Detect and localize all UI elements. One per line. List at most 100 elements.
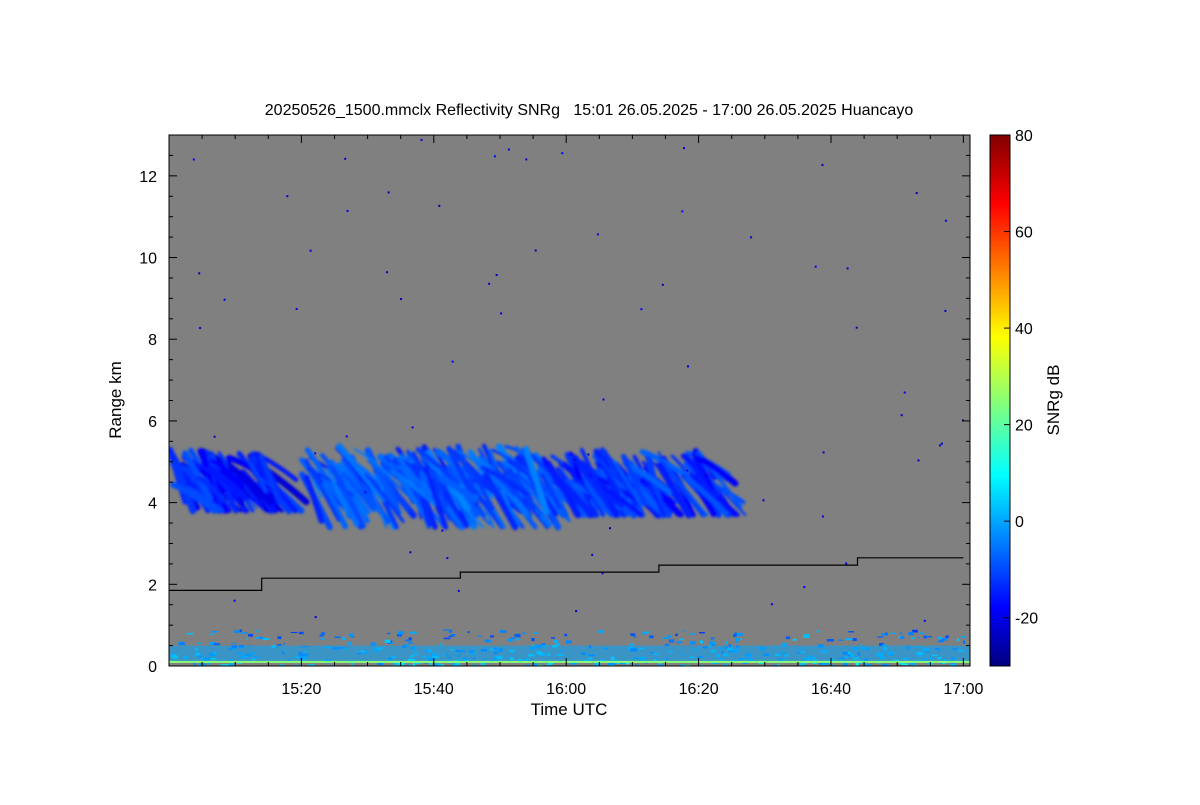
cloud-streak — [303, 474, 325, 524]
noise-point — [762, 499, 765, 502]
bl-cell — [262, 638, 270, 640]
bl-cell — [408, 637, 412, 641]
cloud-streak — [697, 450, 743, 509]
cloud-streak — [353, 448, 392, 478]
bl-cell — [319, 634, 324, 637]
y-tick-label: 8 — [148, 332, 157, 349]
noise-point — [400, 298, 402, 300]
bl-cell — [206, 661, 211, 665]
colorbar-tick-label: -20 — [1015, 611, 1038, 628]
bl-cell — [668, 635, 671, 638]
cloud-streak — [599, 458, 629, 503]
bl-cell — [676, 641, 683, 644]
noise-point — [221, 490, 224, 493]
noise-point — [345, 435, 348, 438]
x-tick-label: 15:40 — [414, 681, 454, 698]
noise-point — [314, 616, 317, 619]
cloud-streak — [210, 458, 245, 489]
bl-cell — [477, 635, 483, 637]
noise-point — [344, 157, 347, 160]
x-tick-label: 15:20 — [281, 681, 321, 698]
bl-cell — [178, 642, 186, 646]
cloud-streak — [430, 467, 449, 509]
bl-cell — [758, 662, 764, 665]
bl-cell — [452, 664, 459, 666]
cloud-streak — [419, 469, 465, 531]
bl-cell — [830, 664, 834, 666]
cloud-streak — [465, 462, 495, 510]
step-line — [169, 557, 964, 592]
bl-cell — [342, 637, 346, 641]
cloud-streak — [341, 472, 375, 511]
cloud-layer-3 — [537, 447, 747, 519]
bl-cell — [629, 643, 635, 646]
cloud-streak — [304, 458, 341, 522]
bl-cell — [522, 632, 527, 635]
bl-cell — [863, 662, 867, 665]
noise-point — [915, 192, 918, 195]
data-layer — [169, 138, 970, 666]
bl-cell — [222, 664, 229, 666]
bl-cell — [541, 643, 546, 647]
colorbar-tick-label: 40 — [1015, 321, 1033, 338]
bl-cell — [608, 662, 615, 665]
bl-cell — [819, 661, 822, 665]
cloud-streak — [367, 459, 416, 503]
noise-point — [534, 249, 537, 252]
bl-cell — [371, 644, 375, 647]
bl-cell — [570, 663, 577, 665]
bl-cell — [440, 643, 443, 647]
noise-point — [683, 147, 685, 150]
bl-base-band — [169, 645, 970, 662]
bl-cell — [193, 662, 197, 666]
noise-point — [900, 414, 903, 417]
bl-cell — [534, 663, 537, 666]
bl-cell — [370, 642, 377, 646]
x-tick-label: 16:00 — [546, 681, 586, 698]
noise-point — [223, 298, 226, 301]
bl-cell — [865, 664, 872, 666]
bl-cell — [900, 635, 905, 639]
bl-cell — [351, 636, 355, 638]
y-tick-label: 10 — [139, 251, 157, 268]
bl-cell — [228, 663, 234, 666]
cloud-streak — [364, 472, 405, 523]
bl-cell — [443, 637, 451, 640]
bl-cell — [197, 642, 202, 645]
cloud-streak — [248, 461, 267, 493]
bl-cell — [742, 661, 748, 664]
bl-cell — [200, 663, 206, 666]
cloud-streak — [397, 477, 419, 505]
bl-cell — [526, 664, 529, 666]
cloud-streak — [425, 469, 478, 503]
bl-cell — [879, 643, 884, 647]
bl-cell — [909, 662, 916, 666]
bl-cell — [838, 639, 844, 641]
bl-cell — [351, 662, 354, 666]
bl-cell — [956, 638, 959, 642]
bl-cell — [710, 637, 715, 640]
bl-cell — [387, 632, 391, 635]
cloud-streak — [181, 450, 213, 502]
cloud-streak — [306, 467, 355, 497]
cloud-streak — [436, 468, 461, 511]
noise-point — [493, 155, 496, 158]
colorbar-tick-label: 0 — [1015, 514, 1024, 531]
bl-cell — [885, 632, 888, 635]
cloud-streak — [478, 456, 531, 518]
bl-cell — [960, 636, 966, 638]
cloud-streak — [316, 471, 349, 530]
bl-cell — [679, 664, 685, 666]
noise-points — [192, 138, 964, 622]
bl-cell — [822, 661, 829, 665]
cloud-streak — [387, 452, 418, 486]
bl-cell — [237, 662, 242, 664]
bl-cell — [348, 633, 354, 637]
bl-cell — [240, 632, 245, 634]
noise-point — [814, 265, 817, 268]
bl-cell — [826, 639, 834, 642]
bl-cell — [310, 664, 315, 666]
noise-point — [821, 515, 824, 518]
